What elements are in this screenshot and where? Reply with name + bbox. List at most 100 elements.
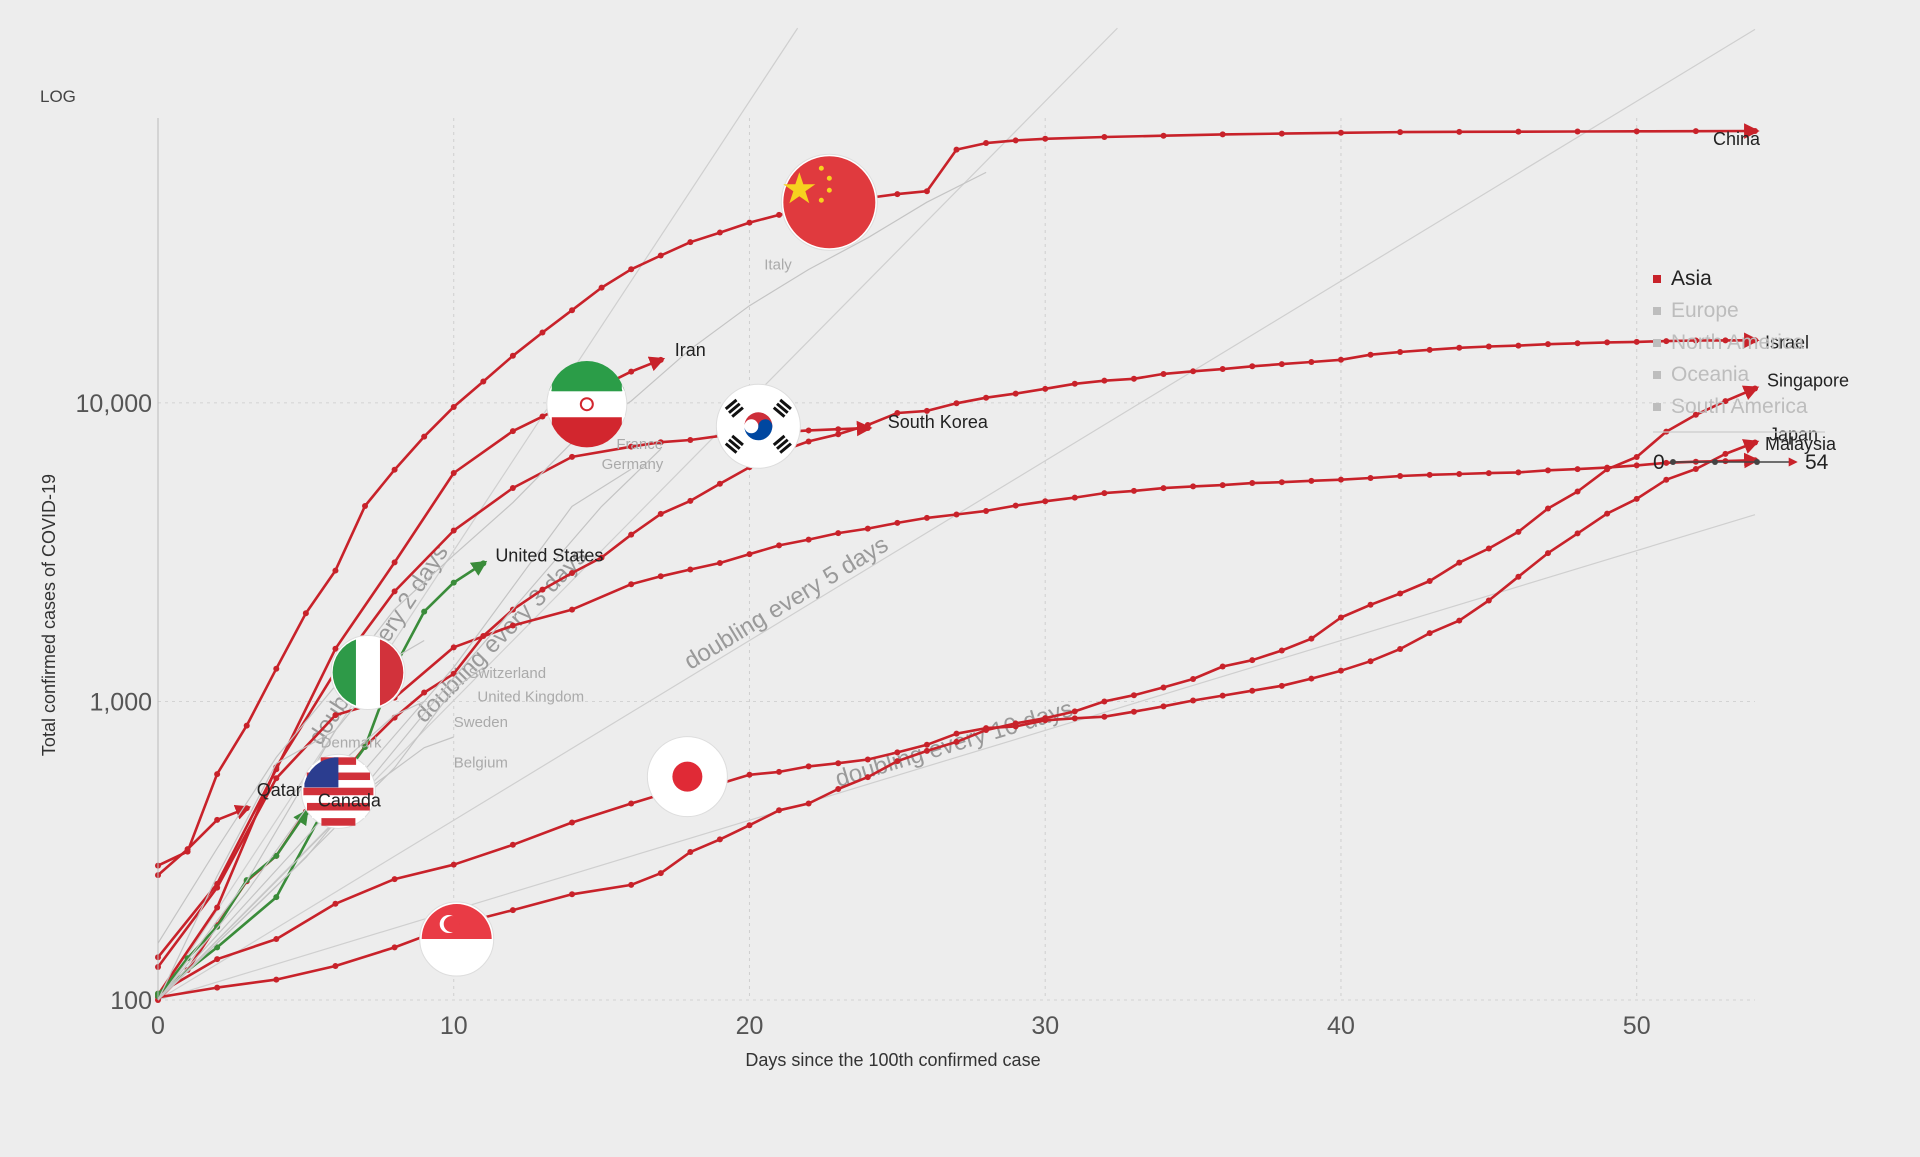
- y-axis-title: Total confirmed cases of COVID-19: [39, 474, 59, 756]
- trigram-bar: [776, 402, 789, 414]
- series-point: [776, 768, 783, 775]
- series-point: [657, 870, 664, 877]
- series-point: [362, 502, 369, 509]
- series-point: [1071, 715, 1078, 722]
- axes: 0 10 20 30 40 50 100 1,000 10,000: [76, 118, 1651, 1040]
- series-point: [480, 633, 487, 640]
- country-annotation: Italy: [764, 256, 792, 273]
- series-point: [421, 433, 428, 440]
- series-labels: China Iran South Korea Japan Singapore Malays…: [257, 129, 1849, 811]
- series-point: [273, 894, 280, 901]
- series-point: [569, 891, 576, 898]
- series-point: [1397, 590, 1404, 597]
- flag-stripe: [312, 810, 365, 819]
- series-point: [569, 606, 576, 613]
- series-point: [243, 805, 250, 812]
- series-point: [1190, 368, 1197, 375]
- series-point: [1012, 720, 1019, 727]
- series-point: [450, 644, 457, 651]
- legend-item-north-america[interactable]: North America: [1653, 331, 1804, 354]
- series-point: [1604, 339, 1611, 346]
- trigram-bar: [779, 442, 792, 454]
- series-point: [1397, 472, 1404, 479]
- series-line: [157, 666, 484, 1001]
- flag-canton: [304, 757, 339, 788]
- x-tick-label: 30: [1031, 1012, 1059, 1040]
- series-point: [1160, 485, 1167, 492]
- japan-flag: [646, 736, 728, 818]
- series-point: [1367, 601, 1374, 608]
- series-point: [1633, 128, 1640, 135]
- series-point: [1219, 663, 1226, 670]
- series-point: [391, 588, 398, 595]
- series-point: [1278, 361, 1285, 368]
- series-point: [628, 881, 635, 888]
- time-range-end: 54: [1805, 451, 1829, 474]
- series-point: [1219, 366, 1226, 373]
- series-point: [687, 239, 694, 246]
- star-icon: [826, 187, 832, 193]
- series-point: [1278, 479, 1285, 486]
- trigram-icon: [772, 398, 792, 418]
- series-point: [1130, 692, 1137, 699]
- y-tick-label: 100: [110, 987, 152, 1015]
- series-point: [421, 608, 428, 615]
- legend-item-asia[interactable]: Asia: [1653, 267, 1712, 290]
- series-point: [1367, 658, 1374, 665]
- series-point: [1130, 375, 1137, 382]
- series-label: Iran: [675, 340, 706, 360]
- series-line: [157, 729, 336, 1001]
- trigram-bar: [772, 434, 786, 447]
- series-point: [214, 771, 221, 778]
- legend-swatch: [1653, 371, 1661, 379]
- series-label: China: [1713, 129, 1761, 149]
- series-point: [450, 470, 457, 477]
- series-point: [1574, 340, 1581, 347]
- series-point: [1308, 675, 1315, 682]
- series-point: [1633, 495, 1640, 502]
- series-point: [864, 422, 871, 429]
- series-point: [1071, 494, 1078, 501]
- series-point: [1456, 559, 1463, 566]
- legend-item-oceania[interactable]: Oceania: [1653, 363, 1750, 386]
- series-point: [1278, 682, 1285, 689]
- flag-stripe: [304, 795, 373, 803]
- series-point: [421, 689, 428, 696]
- series-line: [156, 808, 309, 997]
- series-point: [273, 665, 280, 672]
- series-point: [450, 579, 457, 586]
- series-point: [1190, 697, 1197, 704]
- series-point: [1752, 439, 1758, 446]
- series-point: [1042, 498, 1049, 505]
- series-point: [746, 771, 753, 778]
- time-range-dot: [1712, 459, 1718, 465]
- series-point: [1692, 337, 1699, 344]
- series-point: [1692, 411, 1699, 418]
- series-point: [1722, 337, 1729, 344]
- series-point: [1337, 356, 1344, 363]
- series-point: [657, 510, 664, 517]
- series-point: [184, 955, 191, 962]
- x-tick-label: 10: [440, 1012, 468, 1040]
- legend-item-europe[interactable]: Europe: [1653, 299, 1739, 322]
- series-point: [805, 536, 812, 543]
- taegeuk-blue: [744, 419, 773, 441]
- series-point: [805, 763, 812, 770]
- star-icon: [818, 165, 824, 171]
- series-point: [1012, 502, 1019, 509]
- series-point: [480, 378, 487, 385]
- series-point: [214, 923, 221, 930]
- series-point: [776, 211, 783, 218]
- italy-flag: [330, 635, 406, 711]
- series-point: [657, 252, 664, 259]
- legend-item-south-america[interactable]: South America: [1653, 395, 1808, 418]
- series-point: [1160, 684, 1167, 691]
- series-point: [1042, 135, 1049, 142]
- series-point: [1101, 133, 1108, 140]
- series-point: [1367, 351, 1374, 358]
- series-point: [1337, 476, 1344, 483]
- time-range-dot: [1670, 459, 1676, 465]
- legend[interactable]: Asia Europe North America Oceania South Amer…: [1653, 267, 1829, 474]
- series-point: [1012, 137, 1019, 144]
- series-point: [1722, 450, 1729, 457]
